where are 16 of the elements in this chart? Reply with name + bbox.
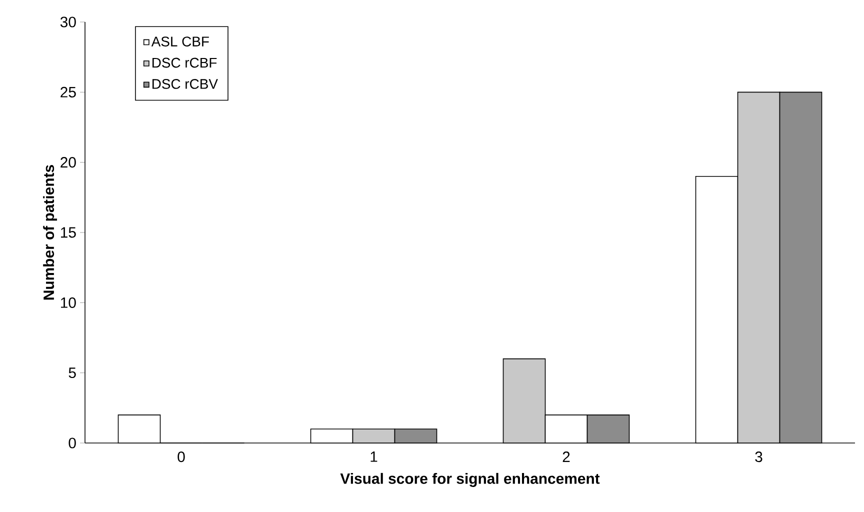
y-tick-label: 30 [60,16,76,28]
y-tick-label: 5 [68,368,76,378]
x-axis-title: Visual score for signal enhancement [340,472,600,487]
y-axis-title: Number of patients [43,165,58,300]
x-tick-label: 2 [562,452,570,462]
y-tick-label: 20 [60,157,76,168]
y-tick-label: 0 [68,438,76,448]
y-tick-label: 25 [60,86,76,98]
x-tick-label: 3 [755,452,762,462]
y-tick-label: 15 [61,227,76,238]
x-tick-label: 0 [178,452,185,462]
y-tick-label: 10 [61,297,76,308]
legend-label: DSC rCBV [152,79,218,89]
legend-label: ASL CBF [151,36,209,46]
legend-label: DSC rCBF [152,58,217,68]
x-tick-label: 1 [370,452,378,462]
